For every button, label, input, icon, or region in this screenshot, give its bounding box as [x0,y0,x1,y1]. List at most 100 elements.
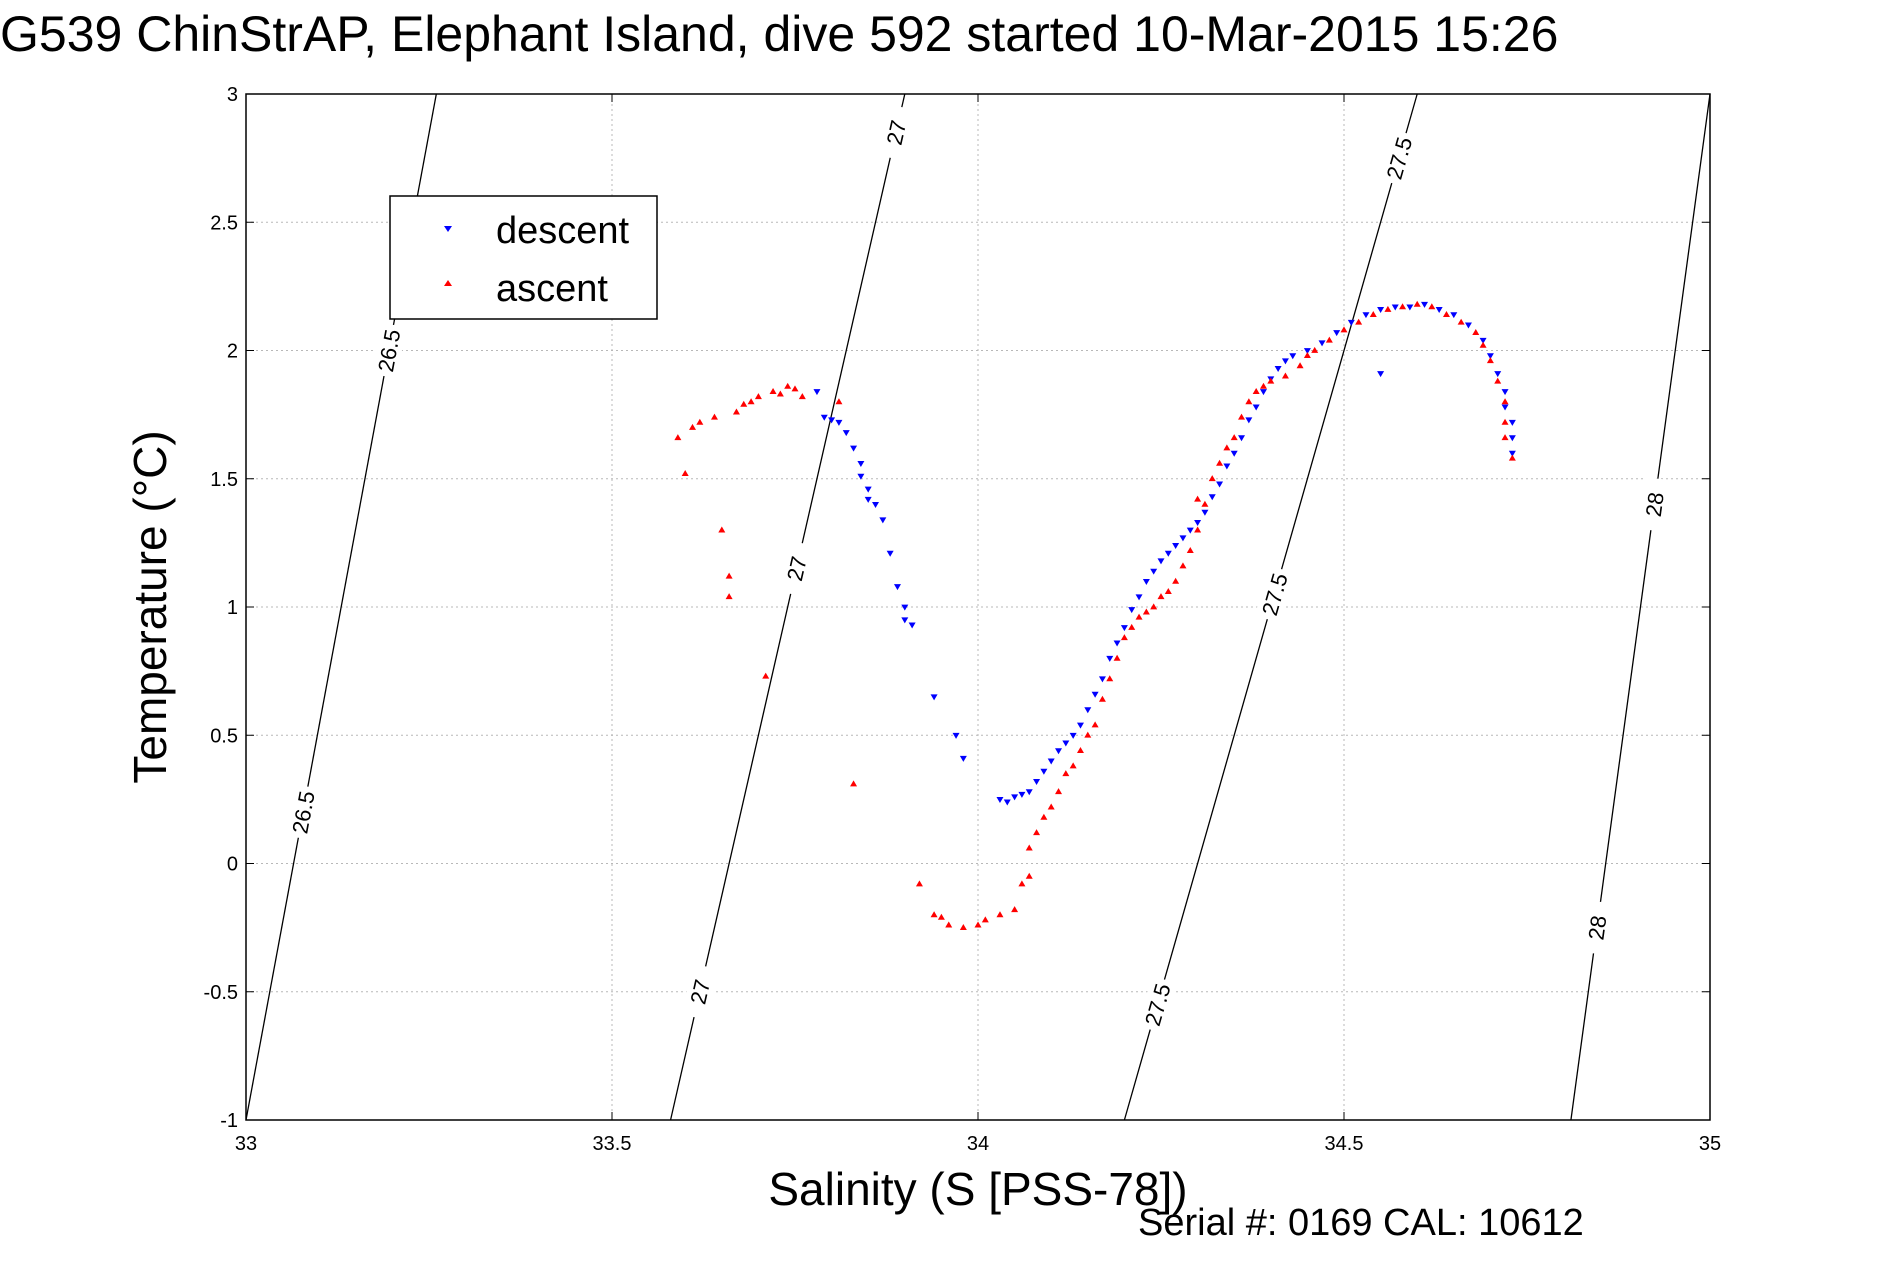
ascent-point [1194,495,1202,502]
descent-point [1377,371,1385,378]
isopycnal-label-bg [1137,976,1177,1034]
ascent-point [1047,803,1055,810]
descent-point [1252,404,1260,411]
descent-point [1494,371,1502,378]
y-tick-label: 0 [227,854,238,876]
ascent-point [1311,346,1319,353]
y-tick-label: -0.5 [204,982,238,1004]
ascent-point [1296,362,1304,369]
legend-descent-marker [444,226,452,232]
ascent-point [959,924,967,931]
ascent-point [1245,398,1253,405]
ascent-point [1442,310,1450,317]
descent-point [1120,625,1128,632]
ascent-point [1281,372,1289,379]
ascent-point [1135,613,1143,620]
descent-point [1362,312,1370,319]
ascent-point [1428,303,1436,310]
descent-point [901,617,909,624]
descent-point [857,473,865,480]
descent-point [857,460,865,467]
isopycnal-label-bg [371,322,407,379]
x-tick-label: 33 [235,1133,257,1155]
descent-point [864,486,872,493]
ascent-point [1179,562,1187,569]
descent-point [872,501,880,508]
ascent-point [930,911,938,918]
ascent-point [1018,880,1026,887]
ascent-point [769,387,777,394]
ascent-point [1069,762,1077,769]
isopycnal-label: 27 [882,118,912,147]
descent-point [1098,676,1106,683]
descent-point [1486,353,1494,360]
y-axis-label: Temperature (°C) [124,430,176,783]
isopycnal-label-bg [285,784,321,841]
descent-point [828,417,836,424]
ascent-point [835,398,843,405]
descent-point [1216,481,1224,488]
descent-point [1501,389,1509,396]
ascent-point [1230,434,1238,441]
isopycnal-label-bg [1637,476,1671,532]
ascent-point [1501,434,1509,441]
y-tick-label: 1 [227,597,238,619]
descent-point [1055,748,1063,755]
descent-point [1179,535,1187,542]
data-points [674,300,1516,931]
ascent-point [740,400,748,407]
descent-point [1508,419,1516,426]
y-tick-label: 1.5 [210,469,238,491]
descent-point [1223,463,1231,470]
descent-point [1421,301,1429,308]
ascent-point [1216,459,1224,466]
axis-ticks: 33 33.5 34 34.5 35 -1 -0.5 0 0.5 1 1.5 2 2.5 3 [204,84,1722,1155]
isopycnal-label-bg [877,104,915,161]
ascent-point [689,423,697,430]
descent-point [1091,691,1099,698]
ascent-point [776,390,784,397]
ascent-point [1501,418,1509,425]
ascent-point [996,911,1004,918]
ascent-point [674,434,682,441]
descent-point [813,389,821,396]
ascent-point [1208,475,1216,482]
ascent-point [718,526,726,533]
serial-cal-note: Serial #: 0169 CAL: 10612 [1138,1202,1584,1244]
isopycnal-contours: 26.5 26.5 27 27 27 27.5 27.5 27.5 28 28 [245,93,1711,1121]
x-tick-label: 33.5 [593,1133,632,1155]
descent-point [1142,578,1150,585]
ascent-point [1025,844,1033,851]
ascent-point [1413,300,1421,307]
y-tick-label: 3 [227,84,238,106]
ascent-point [1025,872,1033,879]
descent-point [1164,550,1172,557]
descent-point [1508,450,1516,457]
isopycnal-label-bg [1379,129,1419,187]
ascent-point [1486,357,1494,364]
descent-point [1230,450,1238,457]
descent-point [864,496,872,503]
descent-point [1450,312,1458,319]
descent-point [1281,358,1289,365]
descent-point [820,414,828,421]
descent-point [1106,655,1114,662]
descent-point [1508,435,1516,442]
x-tick-label: 34 [967,1133,989,1155]
isopycnal-label: 27.5 [1140,981,1176,1029]
ascent-point [1201,500,1209,507]
ascent-point [1494,377,1502,384]
ascent-point [1369,310,1377,317]
ascent-point [974,921,982,928]
legend-ascent-marker [444,280,452,286]
isopycnal-label-bg [681,963,719,1020]
ascent-point [850,780,858,787]
isopycnal-label-bg [1254,565,1295,623]
descent-point [1025,789,1033,796]
ascent-point [696,418,704,425]
isopycnal-line [669,93,906,1121]
isopycnal-label: 28 [1583,914,1611,942]
ascent-point [1325,336,1333,343]
ascent-point [1106,675,1114,682]
descent-point [1245,417,1253,424]
